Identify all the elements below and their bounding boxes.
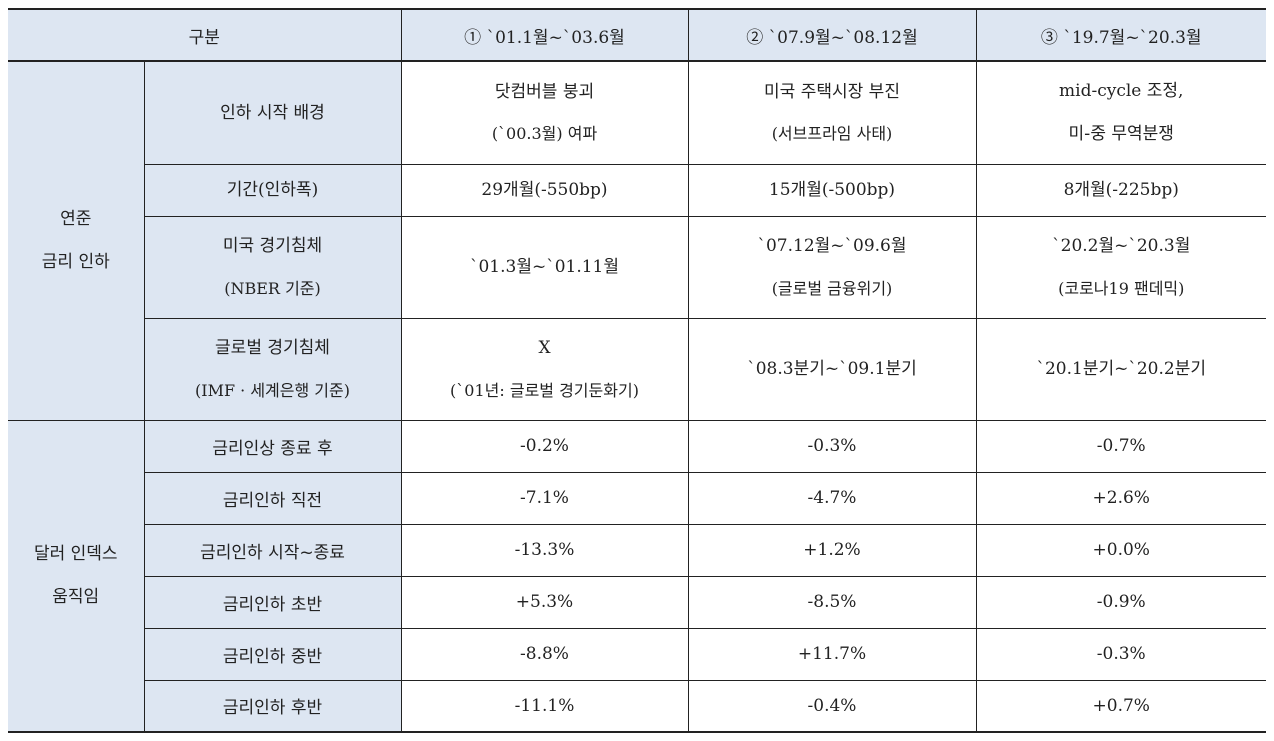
table-cell: +0.7% (975, 679, 1266, 733)
row-label: 금리인하 후반 (143, 679, 402, 733)
table-cell: +1.2% (687, 523, 977, 577)
header-period-2: ② `07.9월~`08.12월 (687, 8, 977, 62)
header-row: 구분 ① `01.1월~`03.6월 ② `07.9월~`08.12월 ③ `1… (8, 8, 1266, 62)
row-label: 금리인상 종료 후 (143, 419, 402, 473)
table-cell: mid-cycle 조정, 미-중 무역분쟁 (975, 60, 1266, 165)
table-cell: -0.7% (975, 419, 1266, 473)
table-row: 금리인하 중반 -8.8% +11.7% -0.3% (8, 627, 1266, 681)
table-cell: +0.0% (975, 523, 1266, 577)
table-cell: `08.3분기~`09.1분기 (687, 317, 977, 421)
table-cell: +5.3% (400, 575, 689, 629)
table-cell: -0.9% (975, 575, 1266, 629)
table-cell: 8개월(-225bp) (975, 163, 1266, 217)
table-cell: -8.5% (687, 575, 977, 629)
table-cell: -0.4% (687, 679, 977, 733)
table-cell: -4.7% (687, 471, 977, 525)
table-cell: -8.8% (400, 627, 689, 681)
section-label-fed-rate-cut: 연준 금리 인하 (8, 60, 145, 421)
table-cell: 29개월(-550bp) (400, 163, 689, 217)
section-label-dollar-index: 달러 인덱스 움직임 (8, 419, 145, 733)
header-category: 구분 (8, 8, 402, 62)
header-period-3: ③ `19.7월~`20.3월 (975, 8, 1266, 62)
table-cell: 미국 주택시장 부진 (서브프라임 사태) (687, 60, 977, 165)
header-period-1: ① `01.1월~`03.6월 (400, 8, 689, 62)
table-cell: +11.7% (687, 627, 977, 681)
table-cell: `20.1분기~`20.2분기 (975, 317, 1266, 421)
table-cell: 닷컴버블 붕괴 (`00.3월) 여파 (400, 60, 689, 165)
table-cell: -0.2% (400, 419, 689, 473)
table-row: 금리인하 후반 -11.1% -0.4% +0.7% (8, 679, 1266, 733)
table-row: 글로벌 경기침체 (IMF · 세계은행 기준) X (`01년: 글로벌 경기… (8, 317, 1266, 421)
section-label-line: 움직임 (52, 586, 100, 607)
table-row: 금리인하 초반 +5.3% -8.5% -0.9% (8, 575, 1266, 629)
table-cell: -11.1% (400, 679, 689, 733)
row-label: 미국 경기침체 (NBER 기준) (143, 215, 402, 319)
row-label: 기간(인하폭) (143, 163, 402, 217)
table-cell: -13.3% (400, 523, 689, 577)
table-row: 기간(인하폭) 29개월(-550bp) 15개월(-500bp) 8개월(-2… (8, 163, 1266, 217)
row-label: 금리인하 시작~종료 (143, 523, 402, 577)
row-label: 인하 시작 배경 (143, 60, 402, 165)
table-cell: -7.1% (400, 471, 689, 525)
table-cell: 15개월(-500bp) (687, 163, 977, 217)
table-cell: `07.12월~`09.6월 (글로벌 금융위기) (687, 215, 977, 319)
row-label: 금리인하 중반 (143, 627, 402, 681)
table-row: 미국 경기침체 (NBER 기준) `01.3월~`01.11월 `07.12월… (8, 215, 1266, 319)
row-label: 금리인하 직전 (143, 471, 402, 525)
table-cell: `20.2월~`20.3월 (코로나19 팬데믹) (975, 215, 1266, 319)
table-row: 금리인하 직전 -7.1% -4.7% +2.6% (8, 471, 1266, 525)
section-label-line: 금리 인하 (41, 251, 110, 272)
table-row: 달러 인덱스 움직임 금리인상 종료 후 -0.2% -0.3% -0.7% (8, 419, 1266, 733)
section-label-line: 달러 인덱스 (33, 544, 118, 565)
table-cell: +2.6% (975, 471, 1266, 525)
table-row: 금리인하 시작~종료 -13.3% +1.2% +0.0% (8, 523, 1266, 577)
table-cell: -0.3% (687, 419, 977, 473)
rate-cut-dollar-index-table: 구분 ① `01.1월~`03.6월 ② `07.9월~`08.12월 ③ `1… (8, 8, 1266, 733)
row-label: 금리인하 초반 (143, 575, 402, 629)
table-cell: `01.3월~`01.11월 (400, 215, 689, 319)
table-row: 연준 금리 인하 인하 시작 배경 닷컴버블 붕괴 (`00.3월) 여파 미국… (8, 60, 1266, 421)
row-label: 글로벌 경기침체 (IMF · 세계은행 기준) (143, 317, 402, 421)
table-cell: X (`01년: 글로벌 경기둔화기) (400, 317, 689, 421)
table-cell: -0.3% (975, 627, 1266, 681)
section-label-line: 연준 (60, 209, 92, 230)
